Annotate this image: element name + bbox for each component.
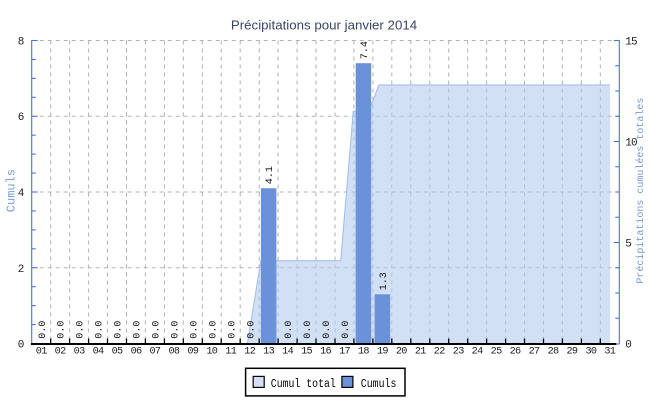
svg-text:01: 01 [36,347,47,358]
svg-text:7.4: 7.4 [360,41,371,59]
svg-text:02: 02 [55,347,66,358]
svg-text:11: 11 [225,347,236,358]
svg-text:Précipitations cumulées totale: Précipitations cumulées totales [635,98,647,284]
svg-text:0: 0 [18,340,25,352]
svg-text:8: 8 [18,37,25,49]
svg-text:05: 05 [112,347,123,358]
svg-text:Précipitations pour janvier 20: Précipitations pour janvier 2014 [231,18,417,33]
svg-text:26: 26 [510,347,521,358]
svg-text:28: 28 [548,347,559,358]
svg-text:4.1: 4.1 [265,166,276,184]
svg-text:18: 18 [358,347,369,358]
svg-text:06: 06 [131,347,142,358]
svg-text:Cumuls: Cumuls [361,378,397,391]
svg-text:31: 31 [604,347,615,358]
svg-text:19: 19 [377,347,388,358]
svg-text:0.0: 0.0 [227,321,238,339]
svg-text:0.0: 0.0 [152,321,163,339]
svg-text:4: 4 [18,188,25,200]
svg-text:15: 15 [301,347,312,358]
svg-text:0.0: 0.0 [38,321,49,339]
svg-text:17: 17 [339,347,350,358]
svg-text:29: 29 [566,347,577,358]
svg-text:0.0: 0.0 [246,321,257,339]
svg-text:09: 09 [187,347,198,358]
svg-text:20: 20 [396,347,407,358]
svg-text:2: 2 [18,264,25,276]
svg-text:0.0: 0.0 [303,321,314,339]
svg-text:0.0: 0.0 [189,321,200,339]
svg-text:24: 24 [472,347,483,358]
svg-text:0: 0 [625,340,631,352]
svg-text:0.0: 0.0 [95,321,106,339]
svg-text:27: 27 [529,347,540,358]
svg-text:03: 03 [74,347,85,358]
svg-text:Cumul total: Cumul total [271,378,336,391]
svg-text:6: 6 [18,112,25,124]
svg-text:15: 15 [625,37,637,49]
svg-text:23: 23 [453,347,464,358]
svg-text:10: 10 [625,138,637,150]
svg-text:30: 30 [585,347,596,358]
svg-text:0.0: 0.0 [322,321,333,339]
svg-text:0.0: 0.0 [341,321,352,339]
svg-text:08: 08 [168,347,179,358]
svg-text:0.0: 0.0 [171,321,182,339]
svg-text:0.0: 0.0 [284,321,295,339]
svg-text:13: 13 [263,347,274,358]
svg-text:5: 5 [625,239,631,251]
svg-text:Cumuls: Cumuls [5,169,19,212]
svg-text:0.0: 0.0 [133,321,144,339]
svg-text:0.0: 0.0 [208,321,219,339]
svg-text:14: 14 [282,347,293,358]
svg-text:04: 04 [93,347,104,358]
svg-text:10: 10 [206,347,217,358]
svg-text:25: 25 [491,347,502,358]
svg-text:0.0: 0.0 [76,321,87,339]
svg-text:0.0: 0.0 [114,321,125,339]
svg-text:16: 16 [320,347,331,358]
svg-text:07: 07 [149,347,160,358]
svg-text:21: 21 [415,347,426,358]
svg-text:1.3: 1.3 [379,272,390,290]
svg-text:0.0: 0.0 [57,321,68,339]
svg-text:12: 12 [244,347,255,358]
svg-text:22: 22 [434,347,445,358]
